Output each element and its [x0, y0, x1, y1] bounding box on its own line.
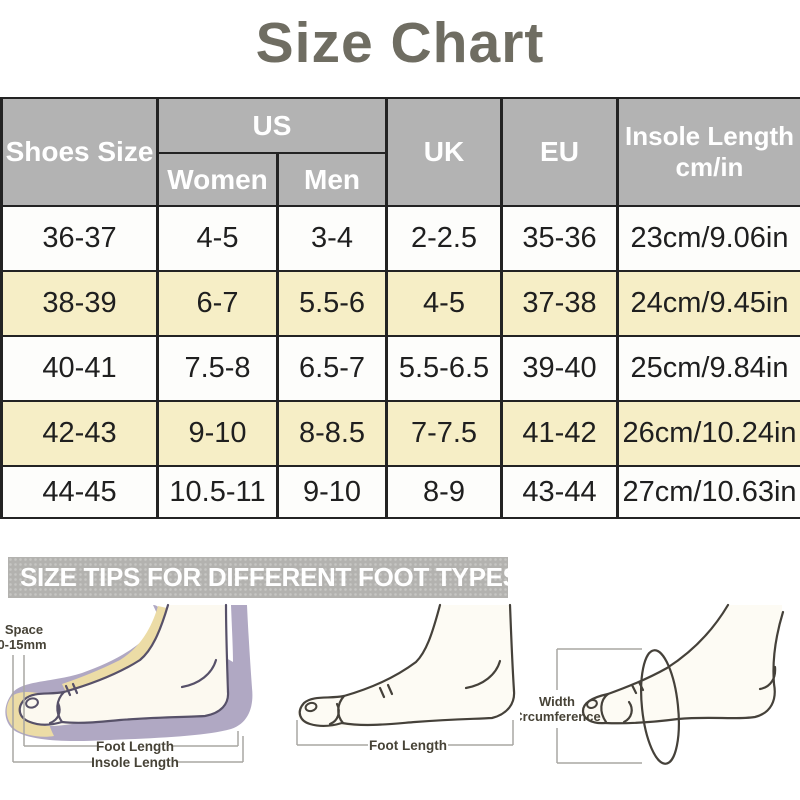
cell-insole: 25cm/9.84in — [616, 335, 800, 402]
header-row-1: Shoes Size US UK EU Insole Length cm/in — [0, 97, 800, 207]
bare-foot-illustration: Foot Length — [296, 603, 516, 753]
cell-insole: 27cm/10.63in — [616, 465, 800, 519]
header-insole-line1: Insole Length — [625, 121, 794, 152]
cell-eu: 39-40 — [500, 335, 619, 402]
cell-uk: 7-7.5 — [385, 400, 503, 467]
space-label-line1: Space — [5, 622, 43, 637]
page-title: Size Chart — [255, 11, 545, 75]
measurement-lines — [296, 720, 514, 746]
cell-eu: 37-38 — [500, 270, 619, 337]
table-row-38-39: 38-39 6-7 5.5-6 4-5 37-38 24cm/9.45in — [0, 270, 800, 337]
cell-insole: 23cm/9.06in — [616, 205, 800, 272]
cell-us-women: 10.5-11 — [156, 465, 279, 519]
foot-width-illustration: Width Crcumference — [520, 603, 785, 765]
toenail — [586, 699, 598, 709]
header-shoes-size: Shoes Size — [0, 97, 159, 207]
header-eu: EU — [500, 97, 619, 207]
header-insole-line2: cm/in — [675, 152, 744, 182]
cell-shoes-size: 42-43 — [0, 400, 159, 467]
header-us-men: Men — [276, 152, 388, 207]
header-insole-length: Insole Length cm/in — [616, 97, 800, 207]
foot-in-shoe-illustration: Space 0-15mm Foot Length Insole Length — [0, 603, 253, 770]
cell-us-men: 9-10 — [276, 465, 388, 519]
cell-us-women: 4-5 — [156, 205, 279, 272]
header-us-group: US — [156, 97, 388, 154]
cell-shoes-size: 36-37 — [0, 205, 159, 272]
foot-outline — [298, 603, 516, 727]
header-uk: UK — [385, 97, 503, 207]
cell-us-men: 8-8.5 — [276, 400, 388, 467]
tips-banner: SIZE TIPS FOR DIFFERENT FOOT TYPES — [8, 557, 520, 598]
cell-shoes-size: 40-41 — [0, 335, 159, 402]
foot-length-label: Foot Length — [96, 739, 174, 754]
toenail — [25, 697, 39, 709]
foot-fill — [582, 605, 782, 724]
cell-us-men: 3-4 — [276, 205, 388, 272]
cell-us-women: 7.5-8 — [156, 335, 279, 402]
table-row-42-43: 42-43 9-10 8-8.5 7-7.5 41-42 26cm/10.24i… — [0, 400, 800, 467]
cell-insole: 26cm/10.24in — [616, 400, 800, 467]
cell-uk: 2-2.5 — [385, 205, 503, 272]
cell-us-men: 6.5-7 — [276, 335, 388, 402]
foot-outline — [18, 603, 230, 726]
cell-shoes-size: 44-45 — [0, 465, 159, 519]
foot-length-label: Foot Length — [369, 738, 447, 753]
size-chart-table: Shoes Size US UK EU Insole Length cm/in … — [0, 97, 800, 519]
table-row-40-41: 40-41 7.5-8 6.5-7 5.5-6.5 39-40 25cm/9.8… — [0, 335, 800, 402]
cell-eu: 35-36 — [500, 205, 619, 272]
size-tips-section: SIZE TIPS FOR DIFFERENT FOOT TYPES — [0, 540, 800, 800]
table-row-44-45: 44-45 10.5-11 9-10 8-9 43-44 27cm/10.63i… — [0, 465, 800, 519]
width-label-line1: Width — [539, 694, 575, 709]
table-row-36-37: 36-37 4-5 3-4 2-2.5 35-36 23cm/9.06in — [0, 205, 800, 272]
cell-eu: 41-42 — [500, 400, 619, 467]
foot-fill — [19, 605, 230, 726]
cell-eu: 43-44 — [500, 465, 619, 519]
cell-uk: 5.5-6.5 — [385, 335, 503, 402]
circumference-ring — [640, 649, 680, 765]
foot-outline — [581, 603, 785, 725]
foot-fill — [297, 605, 515, 729]
cell-shoes-size: 38-39 — [0, 270, 159, 337]
width-label-line2: Crcumference — [520, 709, 601, 724]
space-label-line2: 0-15mm — [0, 637, 47, 652]
measurement-lines — [12, 655, 244, 763]
measurement-lines — [556, 648, 642, 764]
header-us-women: Women — [156, 152, 279, 207]
cell-us-women: 6-7 — [156, 270, 279, 337]
cell-uk: 8-9 — [385, 465, 503, 519]
cell-uk: 4-5 — [385, 270, 503, 337]
header-row-2: Women Men — [2, 152, 800, 207]
cell-insole: 24cm/9.45in — [616, 270, 800, 337]
toe-space-highlight — [62, 606, 167, 696]
toenail — [304, 701, 318, 713]
cell-us-men: 5.5-6 — [276, 270, 388, 337]
cell-us-women: 9-10 — [156, 400, 279, 467]
insole-length-label: Insole Length — [91, 755, 179, 770]
